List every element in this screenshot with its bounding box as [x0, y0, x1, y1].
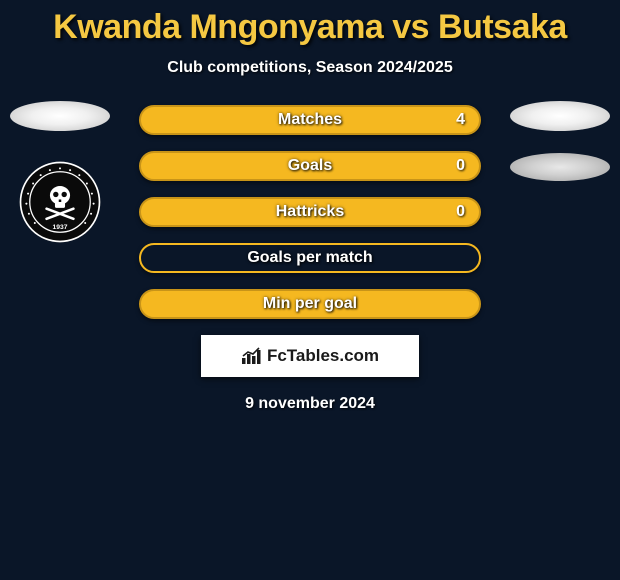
stat-value-right: 4 [456, 111, 465, 129]
player-badge-placeholder-right-2 [510, 153, 610, 181]
stats-area: 1937 Matches 4 Goals 0 Hattricks 0 Goals per m… [0, 105, 620, 413]
brand-label: FcTables.com [267, 346, 379, 366]
comparison-subtitle: Club competitions, Season 2024/2025 [0, 59, 620, 77]
stat-label: Goals per match [247, 249, 372, 267]
stat-value-right: 0 [456, 157, 465, 175]
stat-label: Min per goal [263, 295, 357, 313]
comparison-title: Kwanda Mngonyama vs Butsaka [0, 0, 620, 47]
stat-row: Matches 4 [139, 105, 481, 135]
brand-watermark: FcTables.com [201, 335, 419, 377]
stat-row: Goals per match [139, 243, 481, 273]
player-badge-placeholder-right-1 [510, 101, 610, 131]
stat-row: Min per goal [139, 289, 481, 319]
stat-label: Hattricks [276, 203, 344, 221]
stat-label: Goals [288, 157, 332, 175]
bar-chart-icon [241, 347, 263, 365]
stat-value-right: 0 [456, 203, 465, 221]
stat-row: Hattricks 0 [139, 197, 481, 227]
stat-label: Matches [278, 111, 342, 129]
snapshot-date: 9 november 2024 [0, 395, 620, 413]
crest-year: 1937 [53, 224, 68, 231]
stats-column: Matches 4 Goals 0 Hattricks 0 Goals per match M… [139, 105, 481, 319]
club-crest-icon: 1937 [18, 160, 102, 244]
stat-row: Goals 0 [139, 151, 481, 181]
player-badge-placeholder-left [10, 101, 110, 131]
